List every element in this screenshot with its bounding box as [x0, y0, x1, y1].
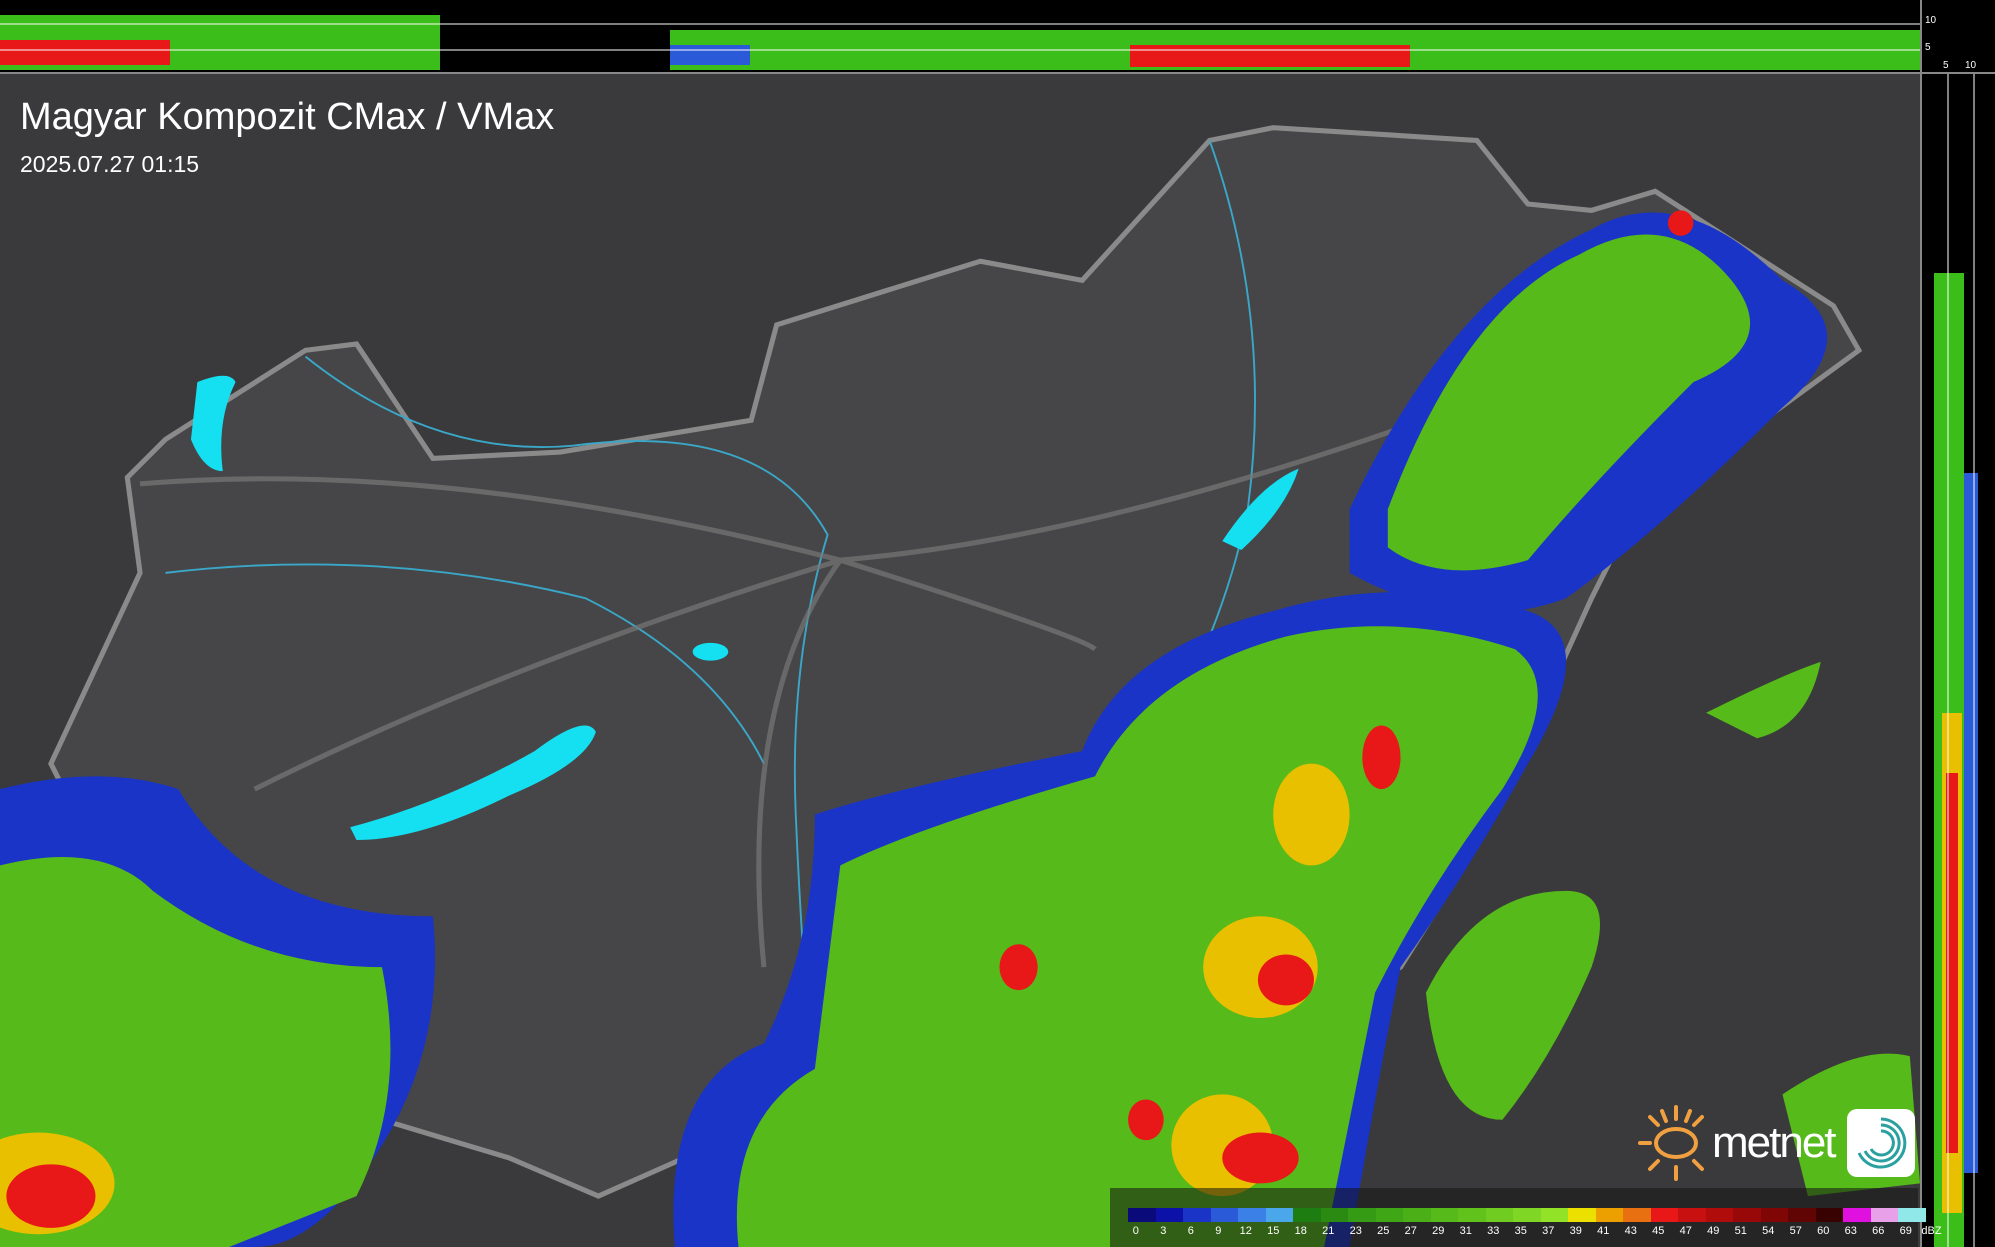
legend-label: 66 — [1872, 1225, 1885, 1237]
legend-label: 69 — [1899, 1225, 1912, 1237]
legend-label: 37 — [1542, 1225, 1555, 1237]
legend-label: 9 — [1215, 1225, 1222, 1237]
legend-swatch — [1403, 1208, 1431, 1222]
strip-separator — [0, 72, 1995, 74]
top-tick-label: 5 — [1925, 42, 1931, 53]
profile-echo — [1964, 473, 1978, 1173]
legend-swatch — [1183, 1208, 1211, 1222]
top-profile-strip — [0, 0, 1920, 73]
right-profile-strip — [1922, 73, 1995, 1247]
legend-swatch — [1128, 1208, 1156, 1222]
legend-swatch — [1650, 1208, 1678, 1222]
radar-echoes — [0, 210, 1920, 1247]
legend-label: 41 — [1597, 1225, 1610, 1237]
legend-swatch — [1870, 1208, 1898, 1222]
profile-echo — [1130, 45, 1410, 67]
lake-balaton — [350, 725, 596, 840]
legend-label: 29 — [1432, 1225, 1445, 1237]
legend-label: 12 — [1239, 1225, 1252, 1237]
legend-label: 21 — [1322, 1225, 1335, 1237]
legend-label: 51 — [1734, 1225, 1747, 1237]
strip-separator — [1920, 0, 1922, 1247]
right-tick-label: 5 — [1943, 60, 1949, 71]
legend-swatch — [1843, 1208, 1871, 1222]
legend-label: 45 — [1652, 1225, 1665, 1237]
legend-label: 57 — [1789, 1225, 1802, 1237]
legend-label: 33 — [1487, 1225, 1500, 1237]
legend-label: 23 — [1349, 1225, 1362, 1237]
lake-ferto — [190, 375, 236, 472]
legend-swatch — [1265, 1208, 1293, 1222]
swirl-logo-icon — [1846, 1109, 1915, 1177]
legend-color-bar — [1128, 1208, 1926, 1222]
legend-swatch — [1568, 1208, 1596, 1222]
lakes — [190, 375, 1299, 840]
legend-label: 15 — [1267, 1225, 1280, 1237]
legend-label: 25 — [1377, 1225, 1390, 1237]
legend-label: 43 — [1624, 1225, 1637, 1237]
legend-swatch — [1595, 1208, 1623, 1222]
legend-label: 63 — [1844, 1225, 1857, 1237]
legend-label: 3 — [1160, 1225, 1167, 1237]
legend-swatch — [1348, 1208, 1376, 1222]
right-profile-plot — [1934, 73, 1978, 1247]
legend-label: 49 — [1707, 1225, 1720, 1237]
legend-label: 47 — [1679, 1225, 1692, 1237]
legend-swatch — [1705, 1208, 1733, 1222]
legend-swatch — [1238, 1208, 1266, 1222]
highways — [139, 354, 1593, 968]
legend-swatch — [1623, 1208, 1651, 1222]
map-title: Magyar Kompozit CMax / VMax — [20, 96, 555, 138]
lake-velence — [692, 642, 729, 661]
logo-text: metnet — [1712, 1118, 1837, 1167]
legend-swatch — [1458, 1208, 1486, 1222]
legend-unit: dBZ — [1921, 1225, 1942, 1237]
legend-labels: 0 3 6 9 12 15 18 21 23 25 27 29 31 33 35 37 39 41 43 45 47 49… — [1122, 1225, 1944, 1237]
top-profile-plot — [0, 15, 1920, 70]
legend-swatch — [1815, 1208, 1843, 1222]
top-tick-label: 10 — [1925, 15, 1937, 26]
legend-swatch — [1293, 1208, 1321, 1222]
legend-label: 60 — [1817, 1225, 1830, 1237]
legend-swatch — [1375, 1208, 1403, 1222]
legend-swatch — [1678, 1208, 1706, 1222]
legend-label: 54 — [1762, 1225, 1775, 1237]
legend-swatch — [1733, 1208, 1761, 1222]
sun-icon — [1638, 1105, 1704, 1181]
metnet-logo: metnet — [1636, 1103, 1915, 1183]
lake-tisza — [1222, 468, 1299, 550]
legend-swatch — [1788, 1208, 1816, 1222]
color-legend: 0 3 6 9 12 15 18 21 23 25 27 29 31 33 35 37 39 41 43 45 47 49… — [1110, 1188, 1942, 1247]
legend-swatch — [1513, 1208, 1541, 1222]
profile-echo — [0, 40, 170, 65]
profile-echo — [670, 45, 750, 65]
legend-swatch — [1430, 1208, 1458, 1222]
legend-label: 35 — [1514, 1225, 1527, 1237]
legend-swatch — [1760, 1208, 1788, 1222]
legend-label: 31 — [1459, 1225, 1472, 1237]
legend-swatch — [1155, 1208, 1183, 1222]
legend-label: 0 — [1132, 1225, 1139, 1237]
legend-label: 18 — [1294, 1225, 1307, 1237]
right-tick-label: 10 — [1965, 60, 1977, 71]
legend-label: 39 — [1569, 1225, 1582, 1237]
profile-echo — [1946, 773, 1958, 1153]
legend-swatch — [1320, 1208, 1348, 1222]
map-canvas[interactable] — [0, 73, 1920, 1247]
map-timestamp: 2025.07.27 01:15 — [20, 151, 200, 177]
legend-swatch — [1898, 1208, 1926, 1222]
legend-swatch — [1485, 1208, 1513, 1222]
legend-label: 27 — [1404, 1225, 1417, 1237]
legend-swatch — [1540, 1208, 1568, 1222]
legend-swatch — [1210, 1208, 1238, 1222]
legend-label: 6 — [1187, 1225, 1194, 1237]
